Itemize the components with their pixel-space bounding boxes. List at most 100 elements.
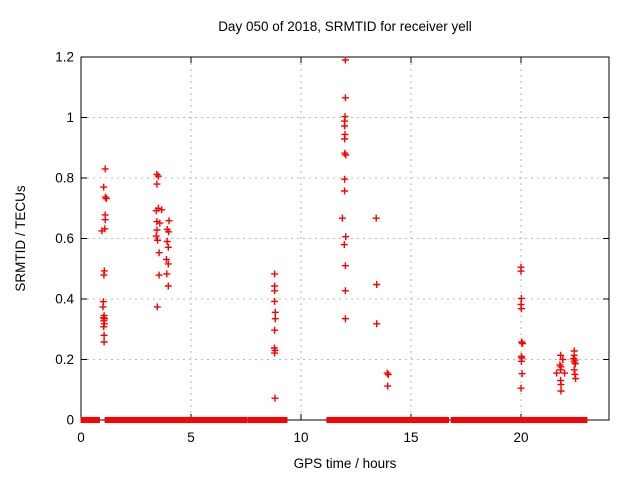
data-point [373,281,381,288]
data-point [557,387,565,395]
y-tick-label: 0.2 [55,352,74,367]
data-point [557,366,565,374]
y-tick-label: 1.2 [55,50,74,65]
data-point [164,260,172,268]
zero-run [559,417,574,423]
data-point [557,381,565,389]
x-tick-label: 5 [187,430,195,445]
data-point [557,351,565,359]
data-point [100,331,108,339]
zero-run [152,417,167,423]
data-point [102,195,110,203]
data-point [341,315,349,323]
chart-title: Day 050 of 2018, SRMTID for receiver yel… [218,19,472,34]
data-point [342,151,350,159]
data-point [338,214,346,222]
data-point [101,165,109,173]
data-point [559,356,567,363]
data-point [152,207,160,215]
y-tick-label: 0.8 [55,171,74,186]
data-point [271,270,279,278]
data-point [373,320,381,328]
data-point [341,175,349,183]
data-point [100,267,108,275]
data-point [153,180,161,188]
data-point [342,233,350,241]
zero-run [470,417,481,423]
data-point [517,294,525,302]
x-tick-label: 0 [77,430,85,445]
data-point [341,56,349,64]
zero-run [332,417,344,423]
zero-run [89,417,100,423]
data-point [164,282,172,290]
data-point [518,338,526,346]
zero-run [270,417,280,423]
data-points [98,56,580,402]
data-point [519,340,526,347]
data-point [153,303,161,311]
data-point [162,255,170,263]
zero-run [488,417,496,423]
data-point [101,193,109,201]
zero-run [407,417,415,423]
zero-run [239,417,248,423]
data-point [165,217,173,225]
y-tick-label: 0.4 [55,292,74,307]
data-point [154,236,162,244]
data-point [163,270,171,278]
data-point [165,228,173,236]
data-point [517,384,525,392]
data-point [271,297,279,305]
data-point [271,326,279,334]
zero-value-band [80,417,588,423]
data-point [271,308,279,316]
data-point [561,369,569,377]
y-axis-label: SRMTID / TECUs [13,185,28,292]
x-tick-label: 10 [293,430,308,445]
data-point [100,183,108,191]
zero-run [140,417,152,423]
data-point [340,241,348,249]
data-point [271,287,279,295]
zero-run [521,417,544,423]
zero-run [162,417,172,423]
zero-run [450,417,475,423]
axes: 0 5 10 15 20 0 0.2 0.4 0.6 0.8 1 1.2 [55,50,610,445]
zero-run [340,417,359,423]
data-point [101,216,109,224]
data-point [271,349,279,357]
data-point [384,371,392,379]
zero-run [477,417,490,423]
data-point [164,243,172,251]
zero-run [104,417,125,423]
data-point [101,225,109,233]
data-point [384,382,392,390]
data-point [518,370,526,378]
data-point [517,357,525,365]
y-tick-label: 1 [66,110,74,125]
zero-run [326,417,338,423]
data-point [383,369,391,377]
y-tick-label: 0.6 [55,231,74,246]
zero-run [176,417,244,423]
data-point [341,262,349,270]
data-point [341,135,349,143]
data-point [152,232,160,240]
data-point [101,315,108,323]
data-point [154,172,162,180]
data-point [163,238,171,245]
x-axis-label: GPS time / hours [294,456,397,471]
data-point [153,226,161,234]
data-point [517,267,525,275]
data-point [572,375,580,383]
data-point [571,360,579,368]
data-point [341,94,349,102]
zero-run [540,417,554,423]
data-point [156,219,164,227]
data-point [99,298,107,306]
zero-run [146,417,156,423]
zero-run [498,417,513,423]
